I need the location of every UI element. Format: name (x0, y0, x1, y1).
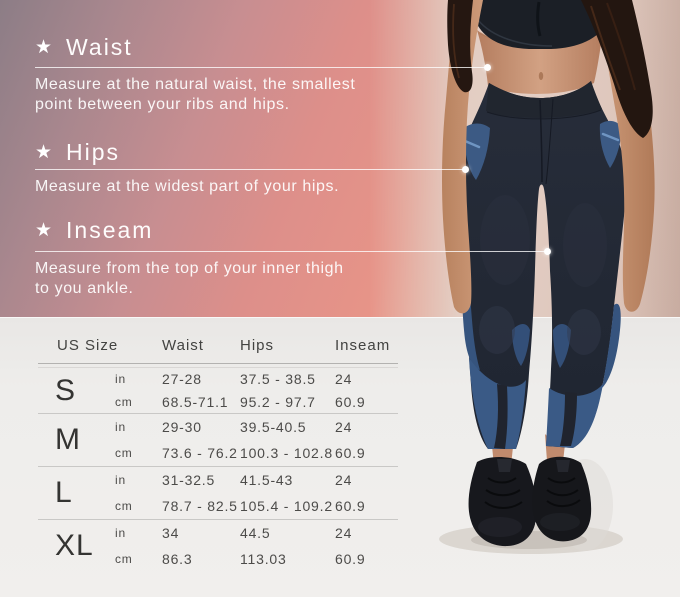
table-cell: 29-30 (162, 419, 202, 435)
size-label: L (55, 476, 73, 509)
size-label: XL (55, 529, 94, 562)
table-cell: 37.5 - 38.5 (240, 371, 316, 388)
header-divider (38, 363, 398, 368)
table-cell: 31-32.5 (162, 472, 216, 488)
measure-description: Measure from the top of your inner thigh… (35, 260, 344, 297)
column-header-inseam: Inseam (335, 336, 391, 354)
measure-line-inseam (35, 248, 551, 255)
unit-label: in (115, 372, 126, 387)
size-label: M (55, 423, 81, 456)
column-header-waist: Waist (162, 336, 204, 354)
measure-description: Measure at the widest part of your hips. (35, 178, 340, 195)
measure-section-inseam: ★ Inseam Measure from the top of your in… (35, 217, 551, 299)
measure-title-waist: Waist (66, 33, 133, 60)
measure-heading: ★ Hips (35, 139, 466, 165)
table-cell: 95.2 - 97.7 (240, 393, 316, 410)
size-table: US Size Waist Hips Inseam S in 27-28 37.… (38, 330, 398, 572)
measure-heading: ★ Inseam (35, 217, 548, 243)
measure-description: Measure at the natural waist, the smalle… (35, 76, 356, 113)
table-cell: 24 (335, 525, 353, 541)
table-row-xl: XL in 34 44.5 24 cm 86.3 113.03 60.9 (38, 519, 398, 572)
table-cell: 113.03 (240, 551, 287, 567)
unit-label: in (115, 473, 126, 487)
table-cell: 41.5-43 (240, 472, 294, 488)
table-row-s: S in 27-28 37.5 - 38.5 24 cm 68.5-71.1 9… (38, 368, 398, 413)
model-sports-bra (465, 0, 611, 49)
measure-line-hips (35, 166, 469, 173)
column-header-size: US Size (57, 336, 119, 354)
table-cell: 100.3 - 102.8 (240, 445, 333, 461)
table-cell: 60.9 (335, 498, 366, 514)
model-leggings (459, 81, 627, 449)
measure-dot-hips (462, 166, 469, 173)
table-cell: 78.7 - 82.5 (162, 498, 238, 514)
measure-section-hips: ★ Hips Measure at the widest part of you… (35, 139, 469, 197)
measure-section-waist: ★ Waist Measure at the natural waist, th… (35, 34, 491, 115)
table-cell: 27-28 (162, 371, 202, 388)
unit-label: cm (115, 552, 133, 566)
unit-label: cm (115, 446, 133, 460)
column-header-hips: Hips (240, 336, 275, 354)
star-icon: ★ (35, 141, 53, 163)
table-cell: 105.4 - 109.2 (240, 498, 333, 514)
unit-label: in (115, 526, 126, 540)
measure-heading: ★ Waist (35, 34, 488, 60)
table-row-l: L in 31-32.5 41.5-43 24 cm 78.7 - 82.5 1… (38, 466, 398, 519)
size-table-header: US Size Waist Hips Inseam (38, 330, 398, 360)
star-icon: ★ (35, 36, 53, 58)
measure-title-hips: Hips (66, 138, 121, 165)
model-sneakers (468, 456, 592, 547)
table-cell: 68.5-71.1 (162, 393, 229, 410)
table-cell: 60.9 (335, 445, 366, 461)
size-label: S (55, 373, 77, 407)
table-cell: 44.5 (240, 525, 271, 541)
table-cell: 24 (335, 371, 353, 388)
star-icon: ★ (35, 219, 53, 241)
unit-label: cm (115, 394, 133, 409)
unit-label: cm (115, 499, 133, 513)
model-hair (447, 0, 653, 138)
measure-dot-inseam (544, 248, 551, 255)
pink-gradient-overlay (0, 0, 462, 317)
table-cell: 86.3 (162, 551, 193, 567)
unit-label: in (115, 420, 126, 434)
table-cell: 34 (162, 525, 180, 541)
table-row-m: M in 29-30 39.5-40.5 24 cm 73.6 - 76.2 1… (38, 413, 398, 466)
table-cell: 60.9 (335, 393, 366, 410)
table-cell: 24 (335, 472, 353, 488)
table-cell: 60.9 (335, 551, 366, 567)
measure-line-waist (35, 64, 491, 71)
table-cell: 24 (335, 419, 353, 435)
table-cell: 73.6 - 76.2 (162, 445, 238, 461)
measure-dot-waist (484, 64, 491, 71)
table-cell: 39.5-40.5 (240, 419, 307, 435)
measure-title-inseam: Inseam (66, 216, 154, 243)
